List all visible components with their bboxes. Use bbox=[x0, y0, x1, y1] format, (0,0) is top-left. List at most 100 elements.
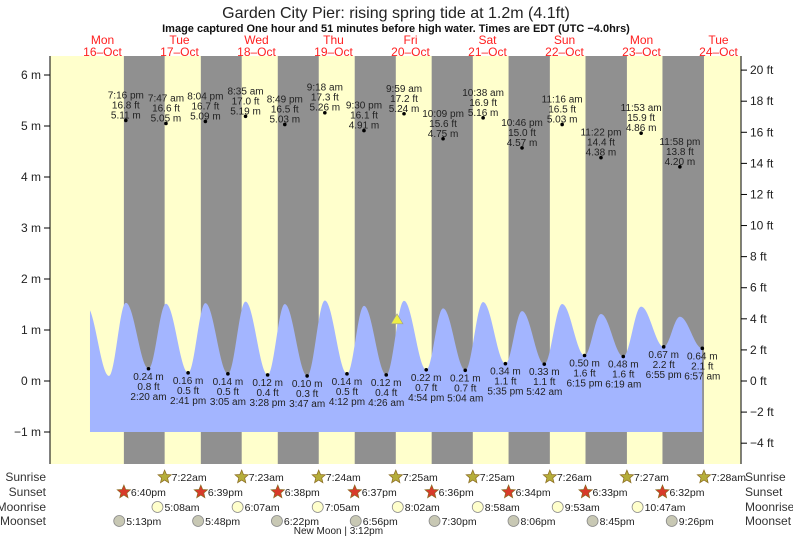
day-name: Sun bbox=[554, 33, 575, 47]
high-m: 5.05 m bbox=[151, 113, 182, 124]
moonrise-moon-icon bbox=[231, 501, 244, 513]
high-ft: 16.1 ft bbox=[350, 111, 378, 122]
moonrise-moon-icon bbox=[471, 501, 484, 513]
low-time: 4:54 pm bbox=[408, 393, 444, 404]
high-time: 9:30 pm bbox=[346, 101, 382, 112]
high-m: 4.91 m bbox=[349, 121, 380, 132]
low-m: 0.21 m bbox=[450, 373, 481, 384]
high-tide-point bbox=[243, 114, 248, 119]
day-date: 18–Oct bbox=[237, 45, 276, 59]
day-date: 19–Oct bbox=[314, 45, 353, 59]
sunset-time: 6:39pm bbox=[208, 487, 243, 499]
sunset-star-icon bbox=[501, 484, 517, 499]
moonset-moon-icon bbox=[507, 515, 520, 527]
sunrise-time: 7:26am bbox=[557, 472, 592, 484]
moonset-time: 6:22pm bbox=[284, 516, 319, 528]
high-ft: 13.8 ft bbox=[666, 147, 694, 158]
left-tick-label: 1 m bbox=[21, 323, 41, 337]
moonrise-time: 8:02am bbox=[405, 502, 440, 514]
high-time: 11:16 am bbox=[542, 94, 583, 105]
sunset-star-icon bbox=[347, 484, 363, 499]
low-m: 0.67 m bbox=[648, 350, 679, 361]
low-m: 0.24 m bbox=[133, 372, 164, 383]
high-ft: 16.8 ft bbox=[112, 100, 140, 111]
low-m: 0.12 m bbox=[371, 378, 402, 389]
day-date: 24–Oct bbox=[699, 45, 738, 59]
chart-title: Garden City Pier: rising spring tide at … bbox=[222, 5, 570, 22]
moonset-time: 6:56pm bbox=[363, 516, 398, 528]
low-ft: 0.8 ft bbox=[137, 382, 159, 393]
moonrise-time: 8:58am bbox=[485, 502, 520, 514]
low-ft: 2.2 ft bbox=[653, 360, 675, 371]
low-m: 0.12 m bbox=[252, 378, 283, 389]
high-m: 5.24 m bbox=[389, 104, 420, 115]
right-tick-label: −4 ft bbox=[750, 436, 774, 450]
high-m: 5.19 m bbox=[230, 106, 261, 117]
high-ft: 15.6 ft bbox=[429, 119, 457, 130]
low-ft: 0.4 ft bbox=[375, 388, 397, 399]
sunrise-time: 7:28am bbox=[711, 472, 746, 484]
high-ft: 14.4 ft bbox=[587, 138, 615, 149]
high-m: 5.11 m bbox=[111, 110, 141, 121]
sunrise-star-icon bbox=[388, 469, 404, 484]
left-tick-label: 5 m bbox=[21, 119, 41, 133]
moonset-moon-icon bbox=[586, 515, 599, 527]
high-time: 8:49 pm bbox=[267, 94, 303, 105]
right-tick-label: 16 ft bbox=[750, 125, 774, 139]
low-ft: 0.7 ft bbox=[454, 383, 476, 394]
moonrise-moon-icon bbox=[391, 501, 404, 513]
high-time: 10:09 pm bbox=[422, 109, 464, 120]
day-date: 21–Oct bbox=[468, 45, 507, 59]
right-tick-label: 10 ft bbox=[750, 219, 774, 233]
low-time: 4:26 am bbox=[368, 398, 404, 409]
left-tick-label: 2 m bbox=[21, 272, 41, 286]
high-tide-point bbox=[282, 122, 287, 127]
moonset-moon-icon bbox=[428, 515, 441, 527]
low-time: 4:12 pm bbox=[329, 397, 365, 408]
high-time: 11:22 pm bbox=[580, 128, 621, 139]
high-time: 8:35 am bbox=[227, 86, 263, 97]
moonrise-moon-icon bbox=[551, 501, 564, 513]
moonrise-moon-icon bbox=[631, 501, 644, 513]
high-m: 5.26 m bbox=[310, 103, 341, 114]
sunrise-time: 7:24am bbox=[326, 472, 361, 484]
high-ft: 17.2 ft bbox=[390, 94, 418, 105]
day-name: Mon bbox=[630, 33, 653, 47]
left-tick-label: −1 m bbox=[14, 425, 41, 439]
current-level-marker bbox=[390, 313, 404, 325]
chart-subtitle: Image captured One hour and 51 minutes b… bbox=[162, 23, 630, 35]
high-m: 4.86 m bbox=[626, 123, 657, 134]
sunset-star-icon bbox=[424, 484, 440, 499]
day-name: Thu bbox=[323, 33, 344, 47]
sunrise-star-icon bbox=[234, 469, 250, 484]
high-tide-point bbox=[560, 122, 564, 127]
high-ft: 16.7 ft bbox=[191, 101, 219, 112]
sunset-row-label-right: Sunset bbox=[745, 485, 783, 499]
sunrise-star-icon bbox=[696, 469, 712, 484]
high-tide-point bbox=[599, 155, 603, 160]
low-tide-point bbox=[265, 373, 270, 377]
high-time: 10:38 am bbox=[462, 88, 504, 99]
high-time: 11:53 am bbox=[621, 103, 662, 114]
low-tide-point bbox=[146, 366, 151, 371]
moonset-moon-icon bbox=[192, 515, 205, 527]
moonset-row-label: Moonset bbox=[0, 514, 47, 528]
moonset-time: 9:26pm bbox=[679, 516, 714, 528]
left-tick-label: 6 m bbox=[21, 68, 41, 82]
low-m: 0.33 m bbox=[529, 367, 560, 378]
low-time: 3:05 am bbox=[210, 397, 246, 408]
high-tide-point bbox=[362, 128, 366, 133]
high-m: 5.16 m bbox=[468, 108, 499, 119]
sunrise-star-icon bbox=[619, 469, 635, 484]
high-m: 4.75 m bbox=[428, 129, 459, 140]
high-ft: 16.5 ft bbox=[548, 104, 576, 115]
low-ft: 1.6 ft bbox=[612, 370, 634, 381]
day-name: Fri bbox=[404, 33, 418, 47]
day-name: Wed bbox=[244, 33, 268, 47]
tide-curve bbox=[89, 300, 703, 432]
sunrise-star-icon bbox=[542, 469, 558, 484]
sunrise-star-icon bbox=[157, 469, 173, 484]
high-tide-point bbox=[164, 121, 168, 126]
low-time: 6:15 pm bbox=[566, 379, 602, 390]
